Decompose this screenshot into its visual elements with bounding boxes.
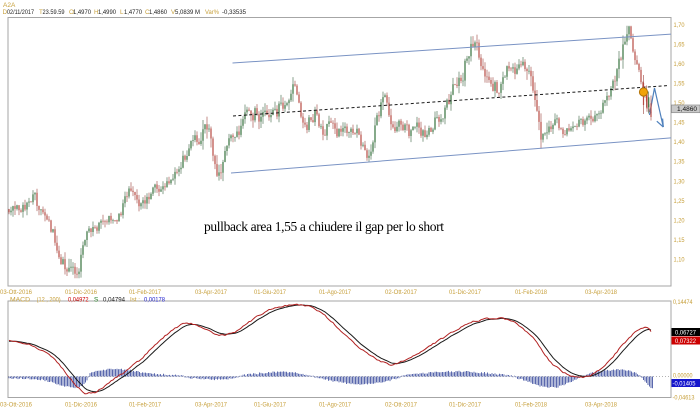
svg-text:0,00178: 0,00178 bbox=[144, 296, 165, 303]
svg-text:O: O bbox=[69, 9, 74, 16]
svg-text:A2A: A2A bbox=[3, 2, 16, 9]
svg-text:H: H bbox=[94, 9, 99, 16]
svg-text:V: V bbox=[171, 9, 176, 16]
svg-text:1,15: 1,15 bbox=[674, 237, 685, 244]
svg-text:1,40: 1,40 bbox=[674, 139, 685, 146]
svg-text:1,10: 1,10 bbox=[674, 257, 685, 264]
svg-text:0,00000: 0,00000 bbox=[673, 373, 693, 380]
svg-text:1,55: 1,55 bbox=[674, 80, 685, 87]
svg-text:1,35: 1,35 bbox=[674, 159, 685, 166]
svg-text:Ist :: Ist : bbox=[130, 296, 140, 303]
svg-text:1,50: 1,50 bbox=[674, 100, 685, 107]
svg-text:D: D bbox=[3, 9, 8, 16]
svg-text:(12 , 200): (12 , 200) bbox=[37, 296, 61, 303]
svg-text:5,0839 M: 5,0839 M bbox=[175, 9, 200, 16]
svg-text:01-Dic-2017: 01-Dic-2017 bbox=[449, 402, 481, 409]
svg-text:1,4970: 1,4970 bbox=[73, 9, 91, 16]
svg-text:L: L bbox=[120, 9, 124, 16]
svg-text:C: C bbox=[145, 9, 150, 16]
svg-text:-0,33535: -0,33535 bbox=[222, 9, 246, 16]
svg-text:T: T bbox=[39, 9, 43, 16]
svg-text:S: S bbox=[94, 296, 98, 303]
svg-text:02-Ott-2017: 02-Ott-2017 bbox=[385, 402, 417, 409]
svg-text:1,60: 1,60 bbox=[674, 61, 685, 68]
svg-text:01-Giu-2017: 01-Giu-2017 bbox=[254, 289, 286, 296]
svg-text:0,04972: 0,04972 bbox=[68, 296, 89, 303]
svg-text:02-Ott-2017: 02-Ott-2017 bbox=[385, 289, 417, 296]
svg-text:03-Apr-2017: 03-Apr-2017 bbox=[195, 289, 227, 296]
svg-text:01-Ago-2017: 01-Ago-2017 bbox=[319, 402, 351, 409]
svg-text:0,04794: 0,04794 bbox=[103, 296, 125, 303]
svg-text:01-Giu-2017: 01-Giu-2017 bbox=[254, 402, 286, 409]
svg-text:1,25: 1,25 bbox=[674, 198, 685, 205]
svg-text:1,4990: 1,4990 bbox=[98, 9, 116, 16]
svg-text:01-Dic-2016: 01-Dic-2016 bbox=[65, 402, 97, 409]
svg-text:03-Ott-2016: 03-Ott-2016 bbox=[0, 289, 32, 296]
svg-text:02/11/2017: 02/11/2017 bbox=[7, 9, 34, 16]
svg-text:1,65: 1,65 bbox=[674, 41, 685, 48]
svg-text:1,4860: 1,4860 bbox=[677, 106, 698, 113]
svg-text:1,4860: 1,4860 bbox=[149, 9, 167, 16]
svg-text:03-Apr-2017: 03-Apr-2017 bbox=[195, 402, 227, 409]
svg-text:03-Ott-2016: 03-Ott-2016 bbox=[0, 402, 32, 409]
svg-text:01-Feb-2018: 01-Feb-2018 bbox=[515, 289, 547, 296]
svg-text:0,06727: 0,06727 bbox=[675, 329, 696, 336]
svg-text:1,20: 1,20 bbox=[674, 217, 685, 224]
svg-text:1,4770: 1,4770 bbox=[124, 9, 142, 16]
svg-text:01-Feb-2018: 01-Feb-2018 bbox=[515, 402, 547, 409]
svg-text:1,45: 1,45 bbox=[674, 120, 685, 127]
svg-text:pullback area 1,55 a chiudere: pullback area 1,55 a chiudere il gap per… bbox=[204, 219, 444, 234]
svg-text:03-Apr-2018: 03-Apr-2018 bbox=[585, 402, 617, 409]
svg-text:03-Apr-2018: 03-Apr-2018 bbox=[585, 289, 617, 296]
svg-text:-0,04613: -0,04613 bbox=[673, 395, 695, 402]
svg-text:-0,01405: -0,01405 bbox=[673, 380, 696, 387]
svg-text:1,30: 1,30 bbox=[674, 178, 685, 185]
svg-text:01-Dic-2016: 01-Dic-2016 bbox=[65, 289, 97, 296]
svg-text:Var%: Var% bbox=[205, 9, 219, 16]
svg-text:01-Ago-2017: 01-Ago-2017 bbox=[319, 289, 351, 296]
svg-text:MACD: MACD bbox=[10, 296, 30, 303]
svg-text:01-Feb-2017: 01-Feb-2017 bbox=[129, 289, 161, 296]
svg-text:01-Feb-2017: 01-Feb-2017 bbox=[129, 402, 161, 409]
svg-text:1,70: 1,70 bbox=[674, 22, 685, 29]
svg-text:0,14474: 0,14474 bbox=[673, 299, 693, 306]
svg-text:01-Dic-2017: 01-Dic-2017 bbox=[449, 289, 481, 296]
svg-text:0,07322: 0,07322 bbox=[675, 338, 696, 345]
svg-text:23.59.59: 23.59.59 bbox=[43, 9, 65, 16]
